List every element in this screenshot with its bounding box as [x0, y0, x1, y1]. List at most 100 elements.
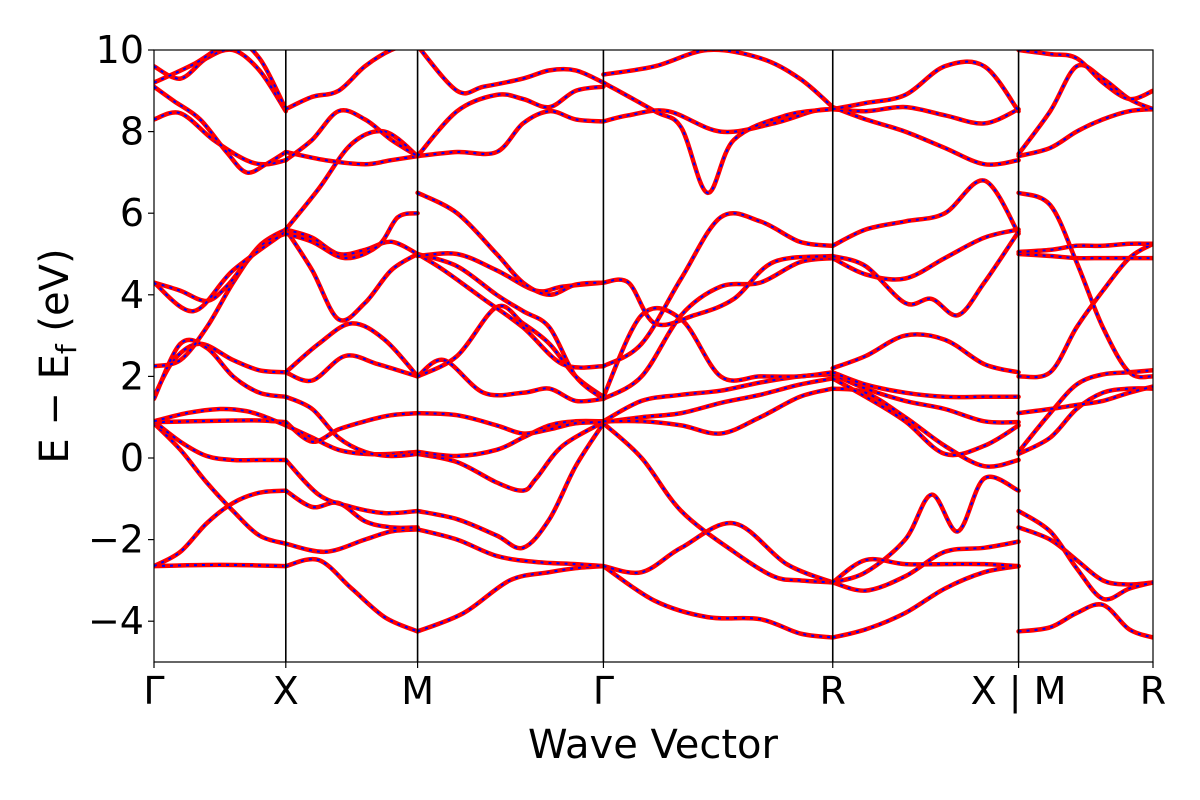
band-line-dashed [603, 50, 834, 108]
band-line [601, 80, 835, 196]
high-symmetry-lines [284, 50, 1020, 662]
y-tick-label: 6 [120, 191, 144, 235]
band-17 [283, 488, 420, 531]
band-line-dashed [602, 565, 833, 639]
band-23 [283, 321, 420, 379]
band-86 [1016, 50, 1153, 102]
band-line-dashed [832, 60, 1020, 112]
band-line-dashed [832, 558, 1019, 584]
x-axis: Γ X M Γ R X | M R [143, 662, 1166, 714]
y-axis-label-unit: (eV) [32, 248, 78, 344]
x-tick-label: M [401, 669, 434, 713]
band-line-dashed [832, 333, 1019, 374]
band-line-dashed [1018, 526, 1153, 586]
band-42 [415, 190, 606, 298]
band-line-dashed [285, 322, 419, 378]
band-69 [830, 229, 1021, 318]
band-71 [830, 104, 1021, 126]
band-line-dashed [285, 459, 418, 515]
band-26 [283, 210, 420, 261]
plot-frame [153, 49, 1154, 663]
band-44 [415, 84, 606, 159]
band-line-dashed [285, 489, 418, 529]
band-line [283, 353, 420, 384]
band-line-dashed [1018, 510, 1153, 601]
band-30 [283, 50, 398, 112]
y-axis-label: E − Ef (eV) [32, 248, 83, 463]
band-line [830, 104, 1021, 167]
band-line [1016, 241, 1153, 255]
band-34 [415, 419, 606, 493]
band-3 [154, 418, 289, 425]
band-2 [154, 421, 289, 546]
band-59 [830, 563, 1021, 640]
x-axis-label: Wave Vector [528, 722, 779, 768]
band-1 [154, 488, 289, 569]
band-line-dashed [154, 85, 287, 174]
band-line [283, 527, 420, 555]
band-66 [830, 370, 1021, 400]
band-line-dashed [285, 109, 419, 161]
band-54 [601, 211, 835, 369]
band-84 [1016, 106, 1153, 159]
band-line [154, 229, 289, 314]
band-line [1016, 386, 1153, 457]
x-tick-label: X [273, 669, 299, 713]
band-line-dashed [154, 50, 287, 110]
y-tick-label: 0 [120, 436, 144, 480]
band-line [1016, 50, 1153, 102]
band-line [830, 332, 1021, 375]
band-63 [830, 386, 1021, 469]
band-line [283, 50, 398, 112]
y-tick-label: −2 [88, 518, 144, 562]
band-line-dashed [602, 422, 833, 584]
band-line-dashed [603, 255, 833, 326]
band-line [154, 419, 289, 463]
band-15 [283, 556, 420, 634]
band-53 [601, 305, 835, 400]
band-73 [830, 59, 1021, 114]
band-21 [283, 394, 420, 459]
band-11 [154, 110, 289, 167]
band-83 [1016, 190, 1153, 380]
band-line-dashed [417, 253, 605, 400]
band-28 [283, 149, 420, 167]
band-line-dashed [419, 50, 604, 95]
band-61 [830, 474, 1021, 585]
band-20 [283, 410, 420, 444]
band-line [1016, 190, 1153, 380]
band-46 [601, 563, 835, 640]
x-tick-label: R [1140, 669, 1166, 713]
band-line [154, 110, 289, 167]
band-line-dashed [1018, 108, 1153, 158]
band-line-dashed [417, 565, 604, 633]
band-48 [601, 421, 835, 585]
band-72 [830, 104, 1021, 167]
band-line [1016, 508, 1153, 602]
band-74 [1016, 602, 1153, 640]
band-line-dashed [603, 522, 834, 584]
band-line-dashed [1018, 50, 1153, 101]
band-lines [154, 50, 1153, 640]
band-line [601, 386, 835, 436]
band-31 [415, 563, 606, 634]
band-line-dashed [154, 228, 287, 368]
y-tick-label: 4 [120, 273, 144, 317]
band-line-dashed [832, 231, 1020, 317]
band-4 [154, 419, 289, 463]
band-line-dashed [154, 422, 287, 545]
band-47 [601, 520, 835, 585]
band-62 [830, 556, 1021, 585]
band-line [830, 104, 1021, 126]
band-line [283, 149, 420, 167]
y-tick-label: 10 [96, 28, 144, 72]
band-line-dashed [832, 377, 1020, 457]
band-line-dashed [1018, 191, 1153, 379]
band-line-dashed [602, 307, 833, 398]
band-line [283, 227, 420, 323]
band-line-dashed [154, 111, 287, 166]
band-line-dashed [603, 377, 833, 424]
band-line [830, 386, 1021, 469]
band-line-dashed [832, 179, 1020, 247]
